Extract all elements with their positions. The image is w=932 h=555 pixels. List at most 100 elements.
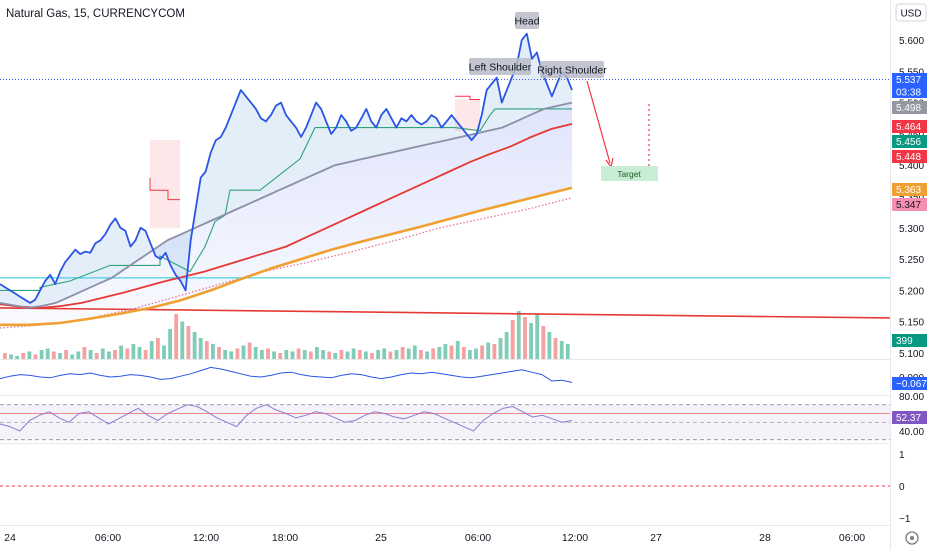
volume-tag-bg: [892, 334, 927, 347]
ema-band-fill: [0, 102, 572, 325]
volume-bar: [64, 350, 68, 359]
volume-bar: [321, 350, 325, 359]
volume-bar: [223, 350, 228, 359]
volume-bar: [412, 345, 417, 359]
volume-bar: [437, 347, 442, 359]
volume-bar: [351, 348, 356, 359]
volume-bar: [357, 350, 362, 359]
volume-bar: [149, 341, 154, 359]
volume-bar: [45, 348, 50, 359]
right-shoulder-label-bg: [540, 61, 604, 78]
volume-bar: [474, 348, 478, 359]
ema-mid-tag: 5.464: [892, 120, 927, 133]
volume-bar: [15, 356, 19, 359]
ema-fast-tag: 5.498: [892, 101, 927, 114]
volume-bar: [88, 350, 93, 359]
current-price-tag-bg: [892, 73, 927, 86]
price-tick-label: 5.400: [899, 161, 924, 172]
trailing-stop-red-1: [149, 177, 180, 201]
volume-bar: [235, 348, 240, 359]
volume-bar: [76, 351, 81, 359]
currency-button[interactable]: USD: [895, 3, 927, 22]
resistance-tag-text: 5.448: [896, 152, 921, 163]
volume-bar: [504, 332, 509, 359]
ema-slow-line: [0, 186, 573, 327]
volume-bar: [186, 326, 191, 359]
right-shoulder-label-text: Right Shoulder: [537, 65, 607, 77]
chart-title: Natural Gas, 15, CURRENCYCOM: [6, 8, 185, 20]
volume-bar: [241, 345, 246, 359]
price-tick-label: 5.150: [899, 318, 924, 329]
time-tick-label: 06:00: [839, 532, 865, 544]
ema-slow-tag-text: 5.363: [896, 185, 921, 196]
volume-bar: [94, 353, 99, 359]
volume-bar: [516, 311, 521, 359]
volume-bar: [174, 314, 179, 359]
volume-bar: [33, 354, 38, 359]
left-shoulder-label: Left Shoulder: [469, 58, 532, 75]
volume-bar: [247, 342, 252, 359]
price-tick-label: 5.200: [899, 286, 924, 297]
volume-bar: [119, 345, 123, 359]
volume-bar: [296, 348, 301, 359]
volume-bar: [217, 347, 221, 359]
target-arrow: [586, 80, 611, 164]
supply-zone-1: [150, 140, 180, 228]
head-label-text: Head: [514, 16, 539, 28]
volume-bar: [345, 351, 350, 359]
volume-bar: [131, 344, 136, 359]
volume-bar: [308, 351, 313, 359]
volume-bar: [302, 350, 307, 359]
ema-slow-tag: 5.363: [892, 183, 927, 196]
volume-bar: [290, 351, 295, 359]
macd-value-tag: −0.067: [892, 377, 927, 390]
left-shoulder-label-text: Left Shoulder: [469, 62, 532, 74]
ema-mid-tag-bg: [892, 120, 927, 133]
volume-bar: [364, 351, 368, 359]
indicator-lines: [0, 32, 573, 329]
volume-bar: [284, 350, 289, 359]
trailing-stop-red-2: [455, 95, 480, 100]
volume-bar: [529, 323, 533, 359]
resistance-tag: 5.448: [892, 150, 927, 163]
stop-level-tag-text: 5.456: [896, 137, 921, 148]
time-tick-label: 06:00: [95, 532, 121, 544]
time-tick-label: 12:00: [562, 532, 588, 544]
volume-bar: [204, 341, 209, 359]
volume-bar: [51, 351, 56, 359]
price-tick-label: 5.250: [899, 255, 924, 266]
ema-slow-tag-bg: [892, 183, 927, 196]
ema-dotted-tag-text: 5.347: [896, 200, 921, 211]
ema-fast-tag-text: 5.498: [896, 103, 921, 114]
ema-dotted-tag: 5.347: [892, 198, 927, 211]
volume-bar: [339, 350, 344, 359]
volume-bar: [388, 351, 393, 359]
volume-bar: [27, 351, 32, 359]
volume-bar: [523, 317, 527, 359]
volume-bar: [565, 344, 570, 359]
price-ema-cloud: [0, 37, 572, 308]
volume-bar: [253, 347, 258, 359]
volume-bar: [39, 350, 44, 359]
volume-bar: [400, 347, 405, 359]
volume-bar: [137, 347, 142, 359]
rsi-line: [0, 404, 573, 432]
volume-bar: [3, 353, 7, 359]
ema-mid-line: [0, 123, 573, 309]
volume-bar: [486, 342, 491, 359]
volume-bar: [547, 332, 552, 359]
rsi-value-tag-bg: [892, 411, 927, 424]
volume-bar: [21, 353, 26, 359]
gear-icon[interactable]: [905, 531, 919, 545]
macd-line: [0, 366, 573, 383]
volume-bar: [461, 347, 466, 359]
volume-bar: [419, 350, 423, 359]
head-label-bg: [515, 12, 539, 29]
volume-bar: [382, 348, 387, 359]
range-axis-tick: −1: [899, 514, 911, 525]
macd-value-tag-text: −0.067: [896, 379, 927, 390]
stop-level-tag: 5.456: [892, 135, 927, 148]
price-tick-label: 5.300: [899, 224, 924, 235]
volume-bar: [376, 350, 380, 359]
